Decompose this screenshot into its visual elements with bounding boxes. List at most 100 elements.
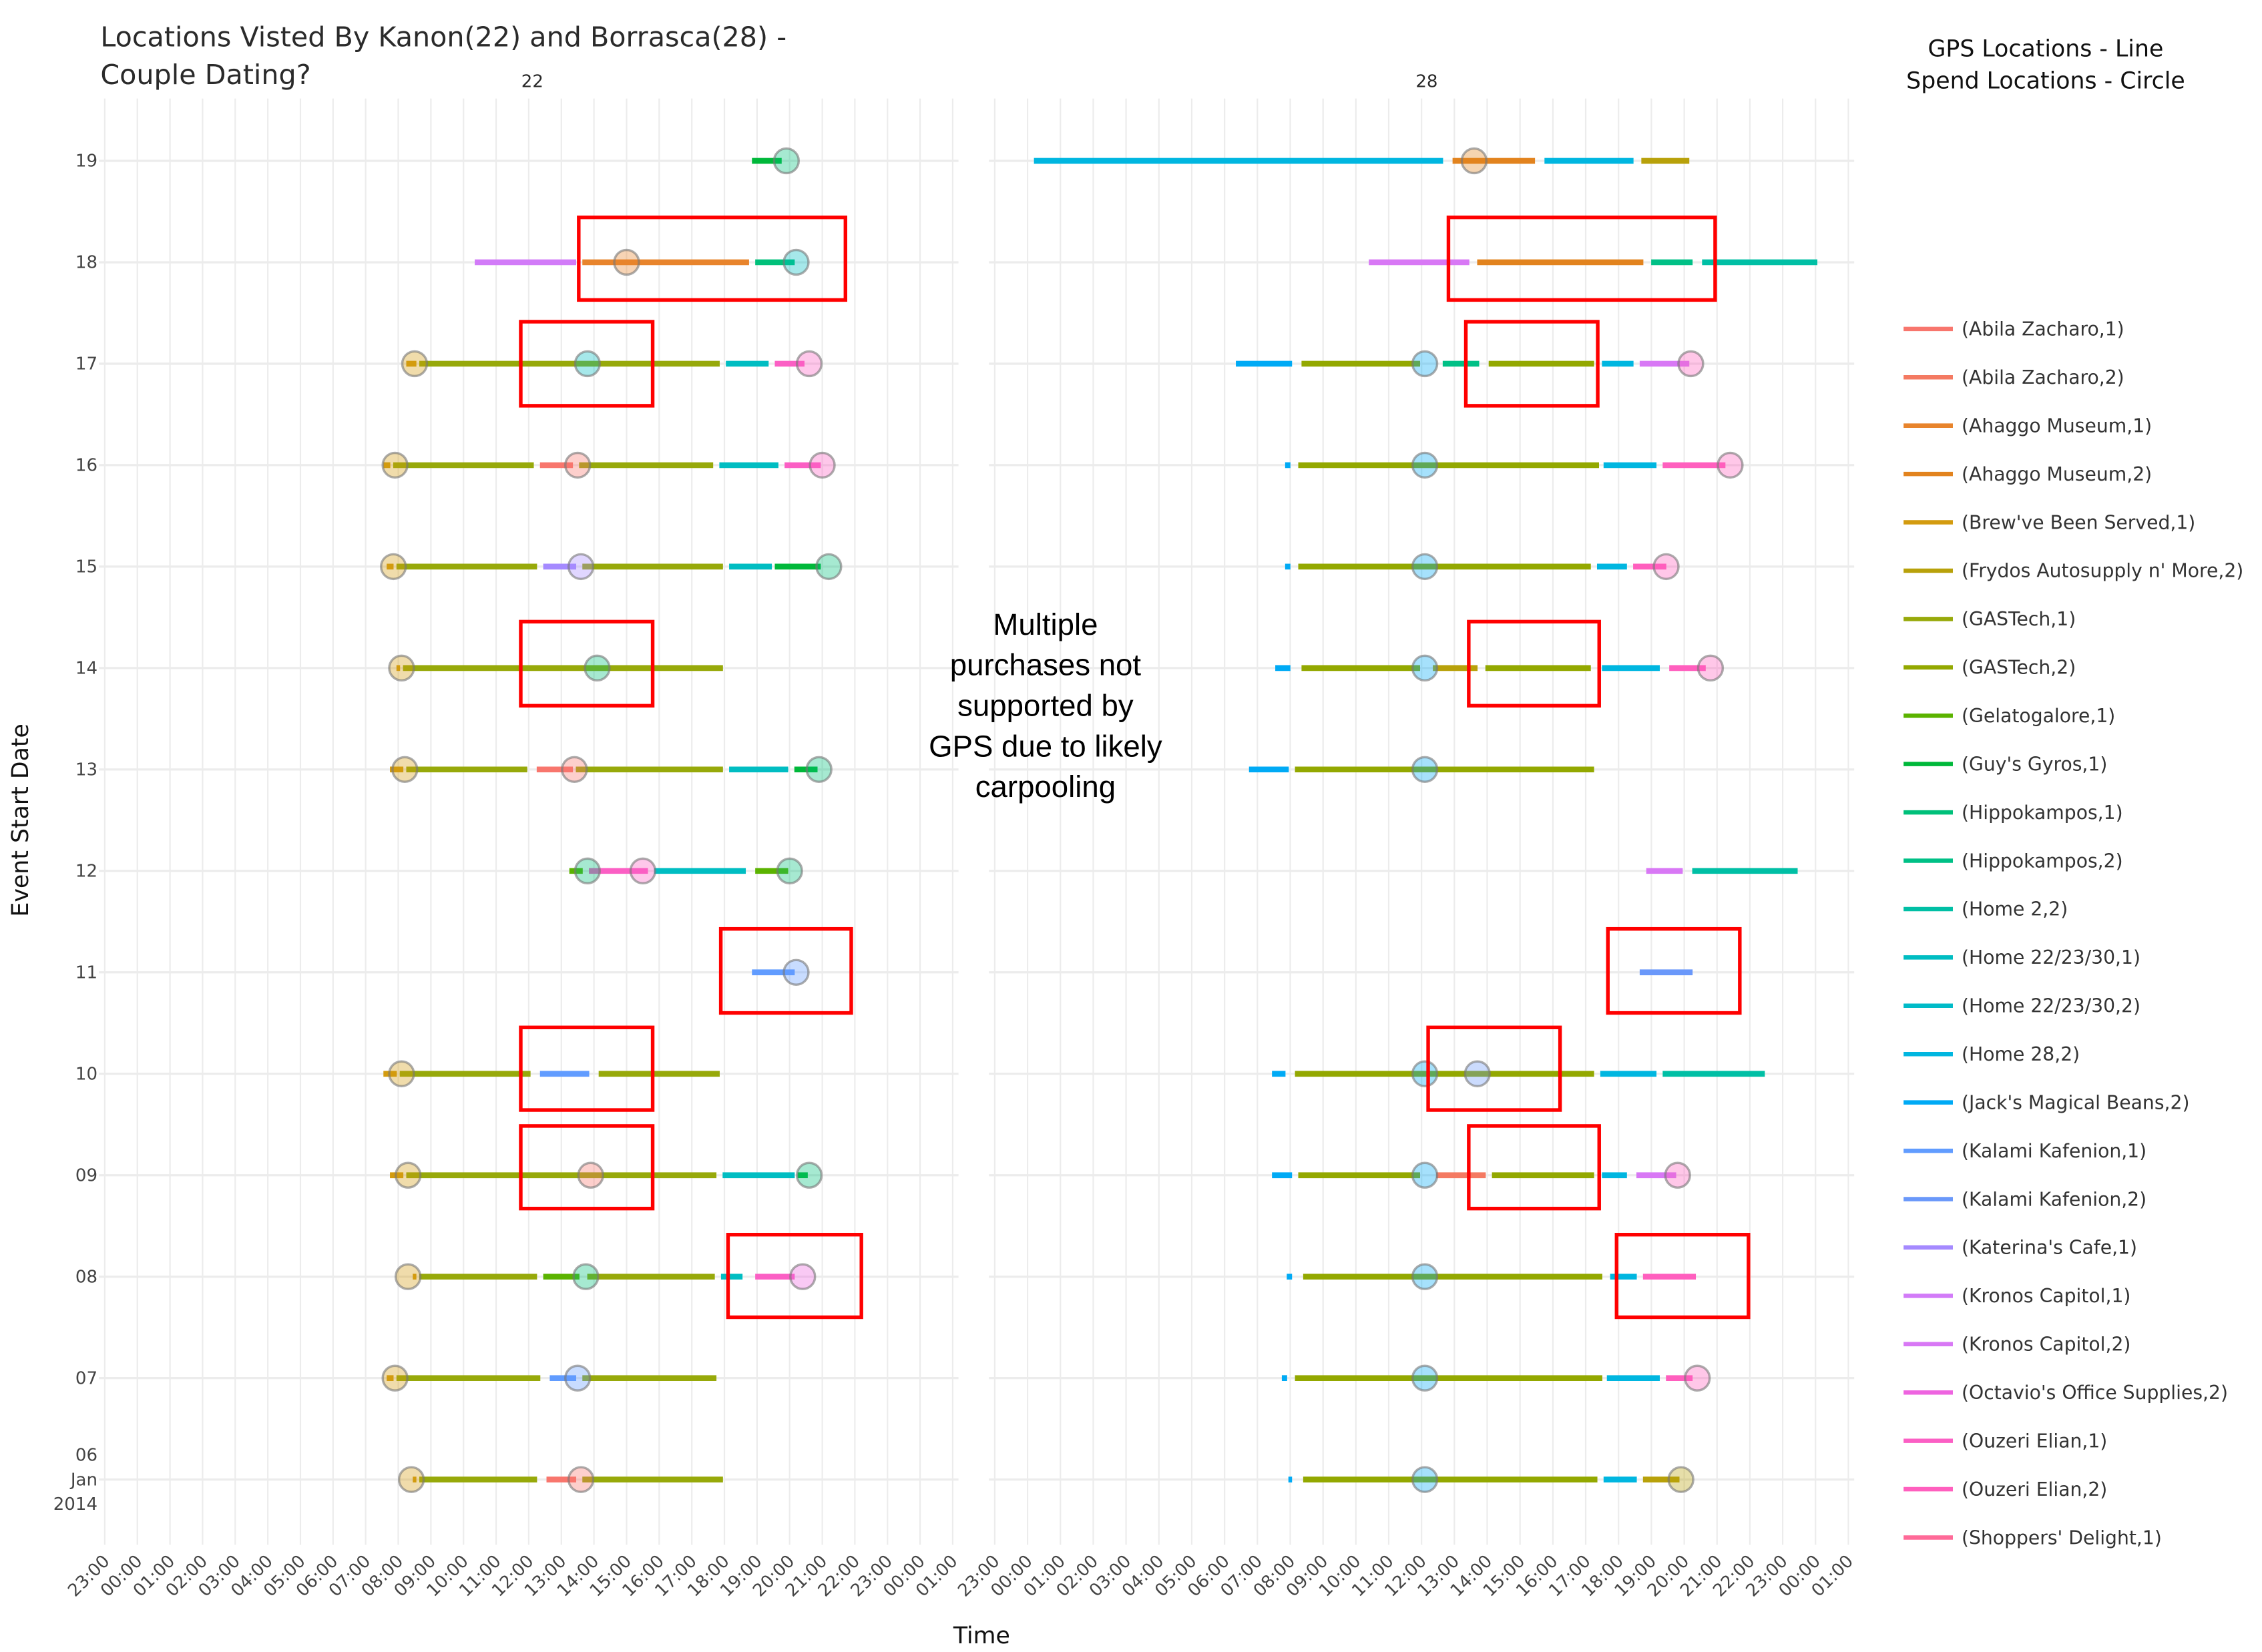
spend-point bbox=[584, 654, 611, 682]
spend-point bbox=[381, 451, 409, 479]
spend-point bbox=[401, 350, 429, 378]
legend-label: (Brew've Been Served,1) bbox=[1962, 511, 2195, 533]
legend-label: (Home 22/23/30,2) bbox=[1962, 995, 2140, 1017]
spend-point bbox=[574, 350, 602, 378]
chart-title-line-2: Couple Dating? bbox=[100, 59, 310, 91]
y-tick-label: 10 bbox=[75, 1064, 97, 1084]
legend: (Abila Zacharo,1) (Abila Zacharo,2) (Ahagg… bbox=[1903, 318, 2243, 1549]
spend-point bbox=[572, 1263, 600, 1290]
y-tick-label: 06 bbox=[75, 1445, 97, 1465]
y-tick-label: 14 bbox=[75, 659, 97, 679]
legend-label: (Abila Zacharo,2) bbox=[1962, 366, 2124, 388]
highlight-box bbox=[1606, 926, 1742, 1015]
legend-label: (Frydos Autosupply n' More,2) bbox=[1962, 560, 2243, 582]
y-tick-label: 09 bbox=[75, 1165, 97, 1185]
legend-label: (Gelatogalore,1) bbox=[1962, 705, 2115, 727]
spend-point bbox=[1411, 350, 1439, 378]
spend-point bbox=[815, 553, 843, 581]
legend-label: (Kronos Capitol,1) bbox=[1962, 1285, 2130, 1307]
highlight-box bbox=[726, 1233, 863, 1320]
chart-title-line-1: Locations Visted By Kanon(22) and Borras… bbox=[100, 21, 786, 53]
highlight-box bbox=[1463, 320, 1600, 408]
highlight-box bbox=[519, 1124, 655, 1211]
y-tick-label: 13 bbox=[75, 760, 97, 780]
spend-point bbox=[1652, 553, 1680, 581]
spend-point bbox=[1667, 1466, 1694, 1493]
spend-point bbox=[782, 248, 810, 276]
spend-point bbox=[772, 147, 801, 175]
legend-label: (Guy's Gyros,1) bbox=[1962, 753, 2107, 775]
legend-label: (Home 22/23/30,1) bbox=[1962, 946, 2140, 969]
highlight-box bbox=[1467, 1124, 1601, 1211]
y-tick-label: 18 bbox=[75, 253, 97, 273]
legend-label: (GASTech,1) bbox=[1962, 608, 2076, 630]
spend-point bbox=[561, 756, 588, 784]
legend-label: (Ahaggo Museum,2) bbox=[1962, 463, 2152, 485]
spend-point bbox=[1684, 1364, 1711, 1392]
legend-label: (Kalami Kafenion,2) bbox=[1962, 1188, 2146, 1210]
spend-point bbox=[564, 1364, 592, 1392]
legend-label: (Home 2,2) bbox=[1962, 898, 2068, 920]
highlight-box bbox=[1467, 619, 1601, 708]
highlight-box bbox=[577, 215, 848, 302]
spend-point bbox=[394, 1263, 422, 1290]
spend-point bbox=[567, 1466, 595, 1493]
annotation-line: purchases not bbox=[950, 648, 1142, 682]
y-tick-label: 15 bbox=[75, 557, 97, 577]
legend-header-line-2: Spend Locations - Circle bbox=[1906, 67, 2185, 94]
legend-label: (Ouzeri Elian,2) bbox=[1962, 1478, 2107, 1500]
y-tick-label: 12 bbox=[75, 861, 97, 881]
legend-label: (Octavio's Office Supplies,2) bbox=[1962, 1382, 2228, 1404]
annotation: Multiple purchases not supported by GPS … bbox=[929, 607, 1162, 804]
highlight-box bbox=[1426, 1025, 1562, 1112]
annotation-line: GPS due to likely bbox=[929, 729, 1162, 763]
panel-label-22: 22 bbox=[521, 71, 543, 91]
highlight-box bbox=[519, 1025, 655, 1112]
spend-point bbox=[1411, 1161, 1439, 1189]
spend-point bbox=[1411, 553, 1439, 581]
legend-label: (Katerina's Cafe,1) bbox=[1962, 1237, 2137, 1259]
y-tick-label: 07 bbox=[75, 1368, 97, 1388]
axis-ticks: 23:0000:0001:0002:0003:0004:0005:0006:00… bbox=[53, 152, 1857, 1601]
highlight-box bbox=[519, 619, 655, 708]
spend-point bbox=[1411, 1466, 1439, 1493]
legend-label: (Ahaggo Museum,1) bbox=[1962, 415, 2152, 437]
spend-point bbox=[1411, 756, 1439, 784]
chart-marks bbox=[380, 147, 1818, 1493]
y-tick-label: 11 bbox=[75, 962, 97, 983]
spend-point bbox=[613, 248, 640, 276]
spend-point bbox=[574, 857, 602, 884]
legend-label: (Shoppers' Delight,1) bbox=[1962, 1527, 2162, 1549]
highlight-box bbox=[1614, 1233, 1751, 1320]
legend-label: (Hippokampos,2) bbox=[1962, 850, 2123, 872]
legend-label: (Abila Zacharo,1) bbox=[1962, 318, 2124, 340]
spend-point bbox=[1664, 1161, 1691, 1189]
spend-point bbox=[1463, 1060, 1491, 1087]
spend-point bbox=[577, 1161, 604, 1189]
legend-label: (Hippokampos,1) bbox=[1962, 802, 2123, 824]
spend-point bbox=[776, 857, 803, 884]
y-tick-label: 16 bbox=[75, 456, 97, 476]
spend-point bbox=[1696, 654, 1725, 682]
spend-point bbox=[795, 350, 823, 378]
y-tick-label: Jan bbox=[69, 1470, 97, 1490]
spend-point bbox=[789, 1263, 817, 1290]
highlight-box bbox=[718, 926, 853, 1015]
spend-point bbox=[388, 1060, 415, 1087]
spend-point bbox=[380, 553, 407, 581]
y-axis-title: Event Start Date bbox=[7, 724, 34, 916]
panel-label-28: 28 bbox=[1415, 71, 1437, 91]
spend-point bbox=[1717, 451, 1744, 479]
spend-point bbox=[397, 1466, 425, 1493]
legend-label: (Jack's Magical Beans,2) bbox=[1962, 1091, 2189, 1113]
highlight-boxes bbox=[519, 215, 1751, 1320]
legend-label: (Kronos Capitol,2) bbox=[1962, 1334, 2130, 1356]
spend-point bbox=[1411, 1060, 1439, 1087]
annotation-line: carpooling bbox=[975, 770, 1116, 804]
spend-point bbox=[388, 654, 415, 682]
x-axis-title: Time bbox=[953, 1623, 1010, 1649]
spend-point bbox=[1460, 147, 1488, 175]
spend-point bbox=[391, 756, 419, 784]
annotation-line: supported by bbox=[957, 689, 1134, 723]
